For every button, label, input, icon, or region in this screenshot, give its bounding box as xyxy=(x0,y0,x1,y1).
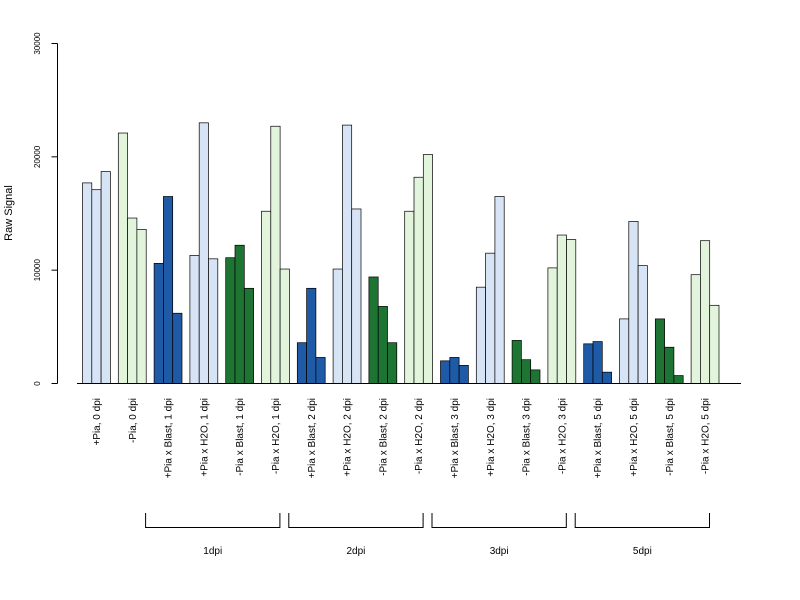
y-axis: 0 10000 20000 30000 xyxy=(33,32,58,386)
bar xyxy=(279,268,290,384)
category-label: -Pia x H2O, 5 dpi xyxy=(701,398,712,474)
category-label: -Pia x H2O, 2 dpi xyxy=(414,398,425,474)
bar xyxy=(172,312,183,384)
bar xyxy=(270,125,281,384)
bar xyxy=(296,342,307,384)
category-label: -Pia x Blast, 1 dpi xyxy=(235,398,246,476)
bar xyxy=(566,239,577,384)
bar xyxy=(449,357,460,384)
bar xyxy=(377,306,388,384)
category-label: +Pia, 0 dpi xyxy=(92,398,103,446)
bar xyxy=(243,287,254,384)
bar xyxy=(127,217,138,384)
bar xyxy=(673,375,684,384)
bar xyxy=(664,346,675,384)
category-label: -Pia x Blast, 5 dpi xyxy=(665,398,676,476)
bar xyxy=(198,122,209,384)
bar xyxy=(654,318,665,384)
group-bracket xyxy=(145,513,281,528)
bar xyxy=(458,365,469,384)
bar xyxy=(475,286,486,384)
bar xyxy=(153,263,164,384)
category-label: +Pia x H2O, 5 dpi xyxy=(629,398,640,477)
bar xyxy=(700,240,711,384)
bar xyxy=(163,196,174,384)
bars xyxy=(82,122,720,384)
y-tick-label: 30000 xyxy=(33,32,42,55)
category-label: -Pia x Blast, 3 dpi xyxy=(522,398,533,476)
category-label: -Pia, 0 dpi xyxy=(128,398,139,443)
bar xyxy=(601,371,612,384)
bar xyxy=(332,268,343,384)
group-label: 3dpi xyxy=(490,546,509,557)
group-label: 2dpi xyxy=(346,546,365,557)
bar xyxy=(315,357,326,384)
bar xyxy=(413,176,424,384)
bar xyxy=(225,257,236,384)
bar xyxy=(547,267,558,384)
bar xyxy=(485,252,496,384)
category-label: -Pia x Blast, 2 dpi xyxy=(378,398,389,476)
category-label: -Pia x H2O, 1 dpi xyxy=(271,398,282,474)
category-label: +Pia x Blast, 2 dpi xyxy=(307,398,318,478)
bar xyxy=(619,318,630,384)
bar xyxy=(208,258,219,384)
bar xyxy=(306,287,317,384)
y-tick-label: 10000 xyxy=(33,258,42,281)
bar xyxy=(422,154,433,384)
group-bracket xyxy=(431,513,567,528)
category-label: +Pia x Blast, 3 dpi xyxy=(450,398,461,478)
bar xyxy=(100,171,111,384)
bar xyxy=(117,132,128,384)
bar xyxy=(690,274,701,384)
category-label: +Pia x H2O, 1 dpi xyxy=(199,398,210,477)
bar xyxy=(530,369,541,384)
bar xyxy=(592,341,603,384)
bar xyxy=(342,124,353,384)
bar xyxy=(494,196,505,384)
category-label: +Pia x H2O, 2 dpi xyxy=(343,398,354,477)
bar xyxy=(91,189,102,384)
bar xyxy=(136,229,147,384)
group-brackets: 1dpi 2dpi 3dpi 5dpi xyxy=(145,513,710,557)
group-bracket xyxy=(574,513,710,528)
group-label: 1dpi xyxy=(203,546,222,557)
y-axis-label: Raw Signal xyxy=(3,185,15,241)
bar xyxy=(440,360,451,384)
bar xyxy=(556,234,567,384)
bar xyxy=(521,359,532,384)
bar xyxy=(511,340,522,384)
group-bracket xyxy=(288,513,424,528)
group-label: 5dpi xyxy=(633,546,652,557)
category-label: -Pia x H2O, 3 dpi xyxy=(557,398,568,474)
bar xyxy=(368,276,379,384)
category-label: +Pia x Blast, 5 dpi xyxy=(593,398,604,478)
bar xyxy=(189,255,200,384)
category-label: +Pia x H2O, 3 dpi xyxy=(486,398,497,477)
bar xyxy=(351,208,362,384)
bar xyxy=(637,265,648,384)
bar xyxy=(583,343,594,384)
bar xyxy=(709,304,720,384)
bar xyxy=(82,182,93,384)
bar xyxy=(387,342,398,384)
bar xyxy=(234,244,245,384)
bar xyxy=(404,210,415,384)
category-labels: +Pia, 0 dpi -Pia, 0 dpi +Pia x Blast, 1 dp… xyxy=(92,398,712,478)
category-label: +Pia x Blast, 1 dpi xyxy=(164,398,175,478)
y-tick-label: 20000 xyxy=(33,145,42,168)
y-tick-label: 0 xyxy=(33,381,42,386)
bar xyxy=(261,210,272,384)
bar xyxy=(628,221,639,384)
